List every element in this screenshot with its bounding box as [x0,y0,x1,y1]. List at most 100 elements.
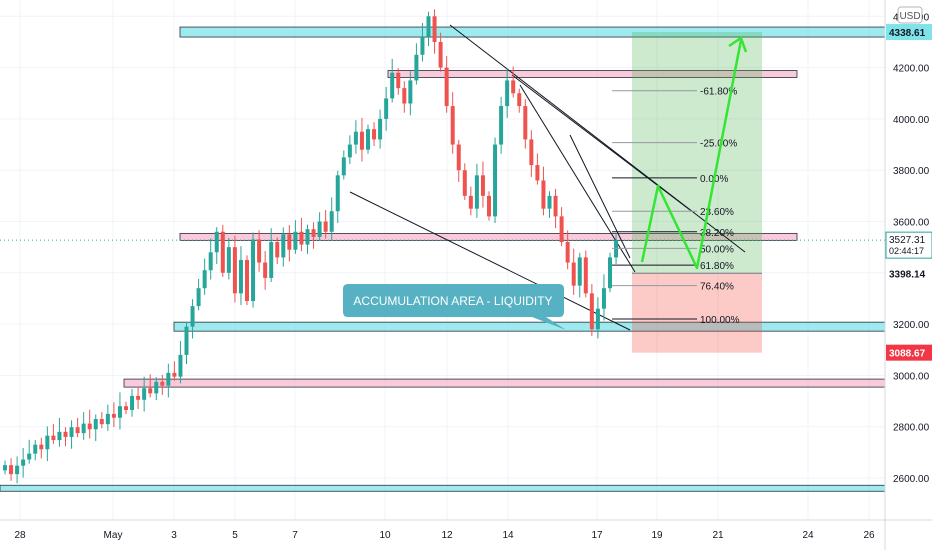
zone-resistance [179,26,886,38]
candle-body [105,413,110,425]
candle-body [553,195,558,217]
candle-body [99,419,104,425]
candlesticks [3,9,619,484]
candle-body [353,131,358,145]
currency-badge[interactable]: USD [897,6,923,24]
time-tick-label: 7 [292,530,298,541]
target-price-tag-bg [886,24,932,41]
candle-body [420,36,425,55]
candle-body [111,413,116,418]
candle-body [166,372,171,386]
candle-body [541,180,546,209]
projection-arrow [640,36,748,270]
candle-body [511,80,516,94]
candle-body [396,72,401,89]
candle-body [202,270,207,289]
current-timer-tag: 02:44:17 [889,246,924,256]
candle-body [142,388,147,400]
candle-body [238,259,243,294]
candle-body [474,175,479,209]
fib-level-label: 100.00% [700,315,740,326]
price-tick-label: 3600.00 [893,218,930,229]
candle-body [444,67,449,107]
fib-level-label: 23.60% [700,207,734,218]
price-tick-label: 2800.00 [893,423,930,434]
candle-body [583,257,588,294]
profit-zone [632,32,762,274]
candle-body [305,229,310,245]
candle-body [323,221,328,232]
candle-body [81,423,86,434]
candle-body [27,453,32,460]
candle-body [456,144,461,171]
candle-body [565,242,570,263]
zone-support [123,378,886,388]
arrow-head [728,36,748,53]
loss-zone [632,273,762,353]
candle-body [196,288,201,307]
candle-body [21,459,26,466]
candle-body [269,242,274,278]
time-tick-label: May [104,530,123,541]
candle-body [45,435,50,450]
candle-body [372,129,377,140]
trend-line [511,74,691,211]
callout-accumulation: ACCUMULATION AREA - LIQUIDITY [343,284,566,330]
candle-body [317,221,322,237]
candle-body [251,239,256,302]
candle-body [87,423,92,430]
time-tick-label: 19 [651,530,663,541]
time-axis[interactable]: 28 May 3 5 7 10 12 14 17 19 21 24 26 [14,530,875,541]
entry-price-tag: 3398.14 [889,269,926,280]
candle-body [493,144,498,217]
callout-box [343,284,566,330]
candle-body [595,308,600,330]
candle-body [299,231,304,245]
candle-body [487,195,491,217]
time-tick-label: 21 [712,530,724,541]
candle-body [571,262,576,286]
candle-body [57,431,62,441]
zone-resistance [387,70,798,78]
candle-body [124,406,128,411]
candle-body [190,306,195,327]
trend-line [569,134,631,259]
candle-body [432,16,437,42]
currency-label: USD [899,11,920,22]
candle-body [130,395,135,411]
candle-body [517,93,522,107]
candle-body [257,239,262,263]
candle-body [378,118,383,140]
candle-body [293,231,298,250]
candle-body [245,259,249,302]
candle-body [414,54,419,81]
fib-level-label: 76.40% [700,282,734,293]
time-tick-label: 3 [171,530,177,541]
candle-body [390,72,395,99]
zone-support [0,484,886,492]
candle-body [9,465,14,475]
candle-body [33,444,38,454]
time-tick-label: 10 [379,530,391,541]
price-tick-label: 4000.00 [893,115,930,126]
candle-body [408,80,413,104]
current-price-tag: 3527.31 [889,235,926,246]
candle-body [535,165,540,181]
candle-body [287,234,292,250]
candle-body [3,465,7,471]
candle-body [208,252,213,271]
fib-level-label: 50.00% [700,244,734,255]
candle-body [547,195,552,209]
long-position-box[interactable] [0,32,885,353]
candle-body [438,41,443,68]
trend-line [449,24,746,253]
price-tick-label: 3000.00 [893,371,930,382]
candle-body [499,106,504,145]
target-price-tag: 4338.61 [889,28,926,39]
fib-level-label: -61.80% [700,87,737,98]
candle-body [51,435,56,441]
fib-level-label: 38.20% [700,228,734,239]
